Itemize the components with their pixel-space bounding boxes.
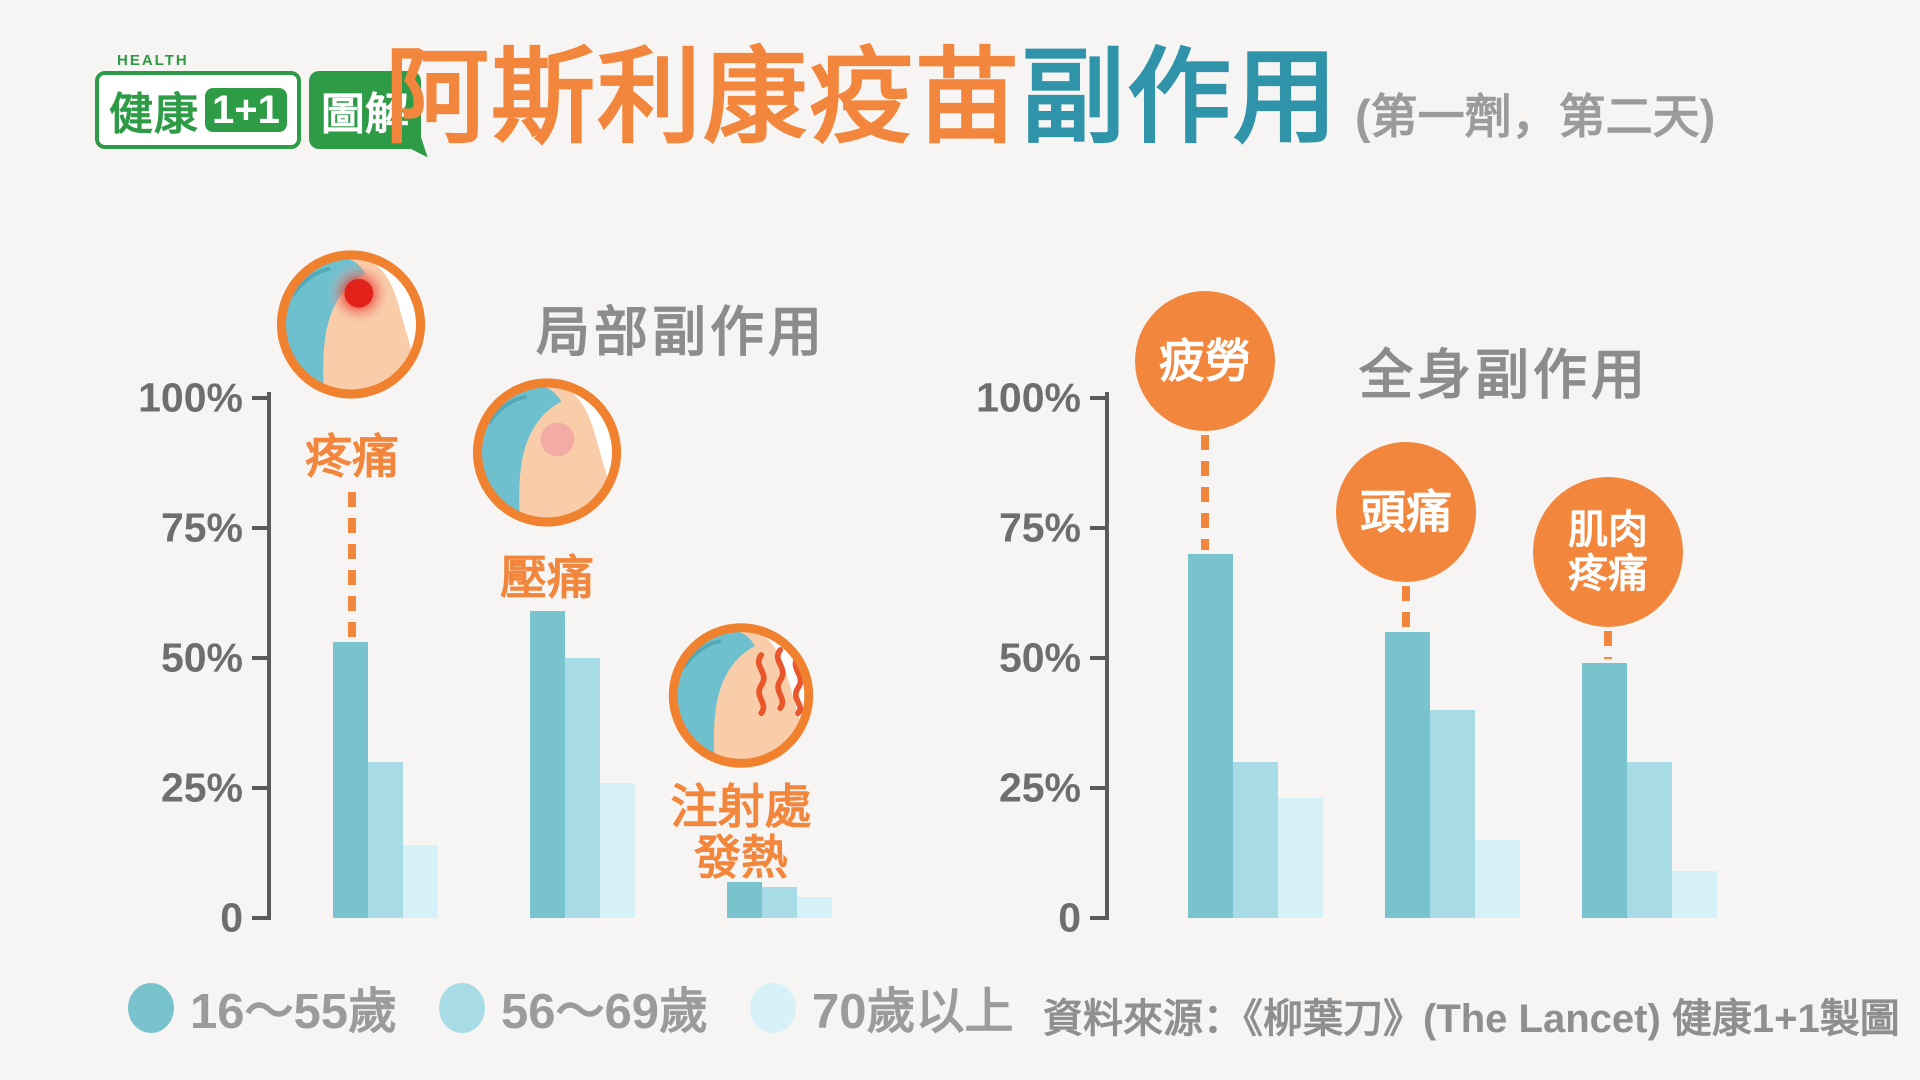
bar	[565, 658, 600, 918]
bar	[1188, 554, 1233, 918]
category-label: 壓痛	[500, 551, 594, 604]
legend-item: 16～55歲	[128, 972, 397, 1043]
bar	[1627, 762, 1672, 918]
title-subtitle: (第一劑，第二天)	[1355, 90, 1716, 143]
y-axis-tick	[252, 916, 267, 920]
systemic-side-effects-title: 全身副作用	[1359, 345, 1649, 406]
y-axis-tick	[1090, 396, 1105, 400]
tender-spot-icon	[469, 375, 625, 536]
logo-brand-number: 1+1	[205, 88, 287, 132]
y-axis-tick-label: 25%	[160, 764, 243, 811]
y-axis-tick-label: 0	[1058, 894, 1081, 941]
dashed-connector	[1402, 586, 1410, 628]
y-axis-tick	[252, 396, 267, 400]
bar	[727, 881, 762, 918]
bar	[1233, 762, 1278, 918]
local-side-effects-title: 局部副作用	[536, 302, 826, 363]
category-bubble: 疲勞	[1135, 291, 1275, 431]
y-axis	[1105, 392, 1109, 920]
y-axis-tick-label: 75%	[160, 504, 243, 551]
y-axis-tick-label: 100%	[976, 374, 1081, 421]
y-axis-tick-label: 50%	[998, 634, 1081, 681]
legend-color-dot	[128, 982, 174, 1033]
dashed-connector	[1201, 435, 1209, 550]
logo-row: 健康 1+1 圖解	[95, 71, 421, 149]
heat-waves-icon	[665, 620, 817, 777]
y-axis-tick	[252, 656, 267, 660]
legend-color-dot	[439, 982, 486, 1033]
y-axis-tick-label: 100%	[138, 374, 243, 421]
logo-brand-box: 健康 1+1	[95, 71, 301, 149]
source-note: 資料來源：《柳葉刀》(The Lancet) 健康1+1製圖	[1043, 997, 1900, 1041]
bar	[1385, 632, 1430, 918]
bar	[530, 611, 565, 918]
bar	[1278, 798, 1323, 918]
logo-suffix-box: 圖解	[308, 71, 421, 149]
bar	[403, 845, 438, 918]
y-axis-tick-label: 25%	[998, 764, 1081, 811]
bar	[600, 782, 635, 918]
bar	[1430, 710, 1475, 918]
category-bubble: 肌肉 疼痛	[1533, 477, 1683, 627]
bar	[1672, 871, 1717, 918]
bar	[762, 886, 797, 918]
y-axis-tick	[1090, 656, 1105, 660]
age-group-legend: 16～55歲 56～69歲 70歲以上	[128, 972, 1014, 1043]
y-axis-tick	[1090, 916, 1105, 920]
bar	[1582, 663, 1627, 918]
bar	[797, 897, 832, 918]
y-axis	[267, 392, 271, 920]
y-axis-tick	[1090, 526, 1105, 530]
legend-label: 56～69歲	[501, 985, 709, 1039]
pain-spot-icon	[273, 247, 429, 408]
page-title: 阿斯利康疫苗 副作用 (第一劑，第二天)	[385, 46, 1715, 150]
category-label: 疼痛	[305, 430, 399, 483]
dashed-connector	[1604, 631, 1612, 660]
brand-logo: HEALTH 健康 1+1 圖解	[95, 52, 421, 149]
logo-brand-text: 健康	[109, 90, 199, 139]
category-bubble: 頭痛	[1336, 442, 1476, 582]
title-vaccine-name: 阿斯利康疫苗	[385, 40, 1022, 156]
bar	[368, 762, 403, 918]
legend-label: 70歲以上	[812, 985, 1014, 1039]
y-axis-tick	[252, 526, 267, 530]
bar	[1475, 840, 1520, 918]
y-axis-tick	[252, 786, 267, 790]
y-axis-tick-label: 50%	[160, 634, 243, 681]
legend-label: 16～55歲	[190, 985, 398, 1039]
dashed-connector	[348, 492, 356, 639]
legend-item: 56～69歲	[439, 972, 708, 1043]
title-side-effects: 副作用	[1021, 40, 1340, 156]
y-axis-tick	[1090, 786, 1105, 790]
bar	[333, 642, 368, 918]
y-axis-tick-label: 75%	[998, 504, 1081, 551]
legend-color-dot	[750, 982, 797, 1033]
logo-health-label: HEALTH	[117, 52, 189, 69]
legend-item: 70歲以上	[750, 972, 1014, 1043]
y-axis-tick-label: 0	[220, 894, 243, 941]
category-label: 注射處 發熱	[670, 780, 812, 884]
